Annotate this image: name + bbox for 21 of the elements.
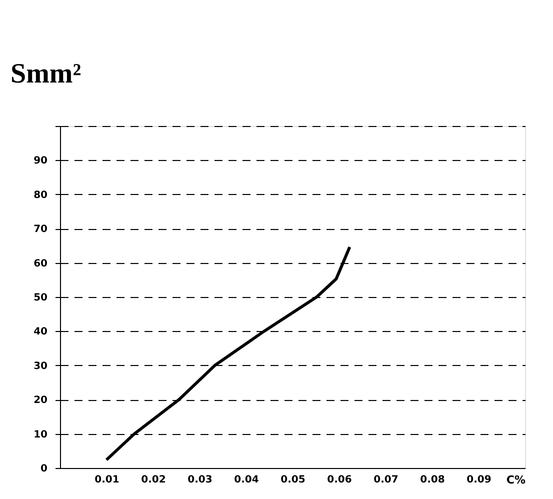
y-tick-label: 80 xyxy=(34,190,48,201)
x-tick-label: 0.02 xyxy=(141,474,166,486)
x-axis-title: C% xyxy=(506,474,526,486)
y-tick-label: 40 xyxy=(34,326,48,338)
x-tick-label: 0.03 xyxy=(188,474,212,486)
y-tick-label: 10 xyxy=(34,429,48,440)
x-tick-label: 0.08 xyxy=(420,474,445,486)
y-tick-label: 50 xyxy=(34,292,48,304)
y-tick-label: 30 xyxy=(34,360,48,372)
y-tick-label: 90 xyxy=(34,156,48,167)
x-tick-label: 0.07 xyxy=(374,474,398,486)
x-tick-label: 0.05 xyxy=(280,474,306,486)
x-tick-label: 0.06 xyxy=(327,474,352,486)
x-tick-label: 0.04 xyxy=(234,474,259,486)
y-tick-label: 70 xyxy=(34,224,48,236)
y-tick-label: 0 xyxy=(40,464,48,474)
x-tick-label: 0.01 xyxy=(94,474,120,486)
y-tick-label: 20 xyxy=(34,395,48,406)
y-axis-title: Smm² xyxy=(10,58,82,90)
x-tick-label: 0.09 xyxy=(466,474,492,486)
y-tick-label: 60 xyxy=(34,258,48,270)
